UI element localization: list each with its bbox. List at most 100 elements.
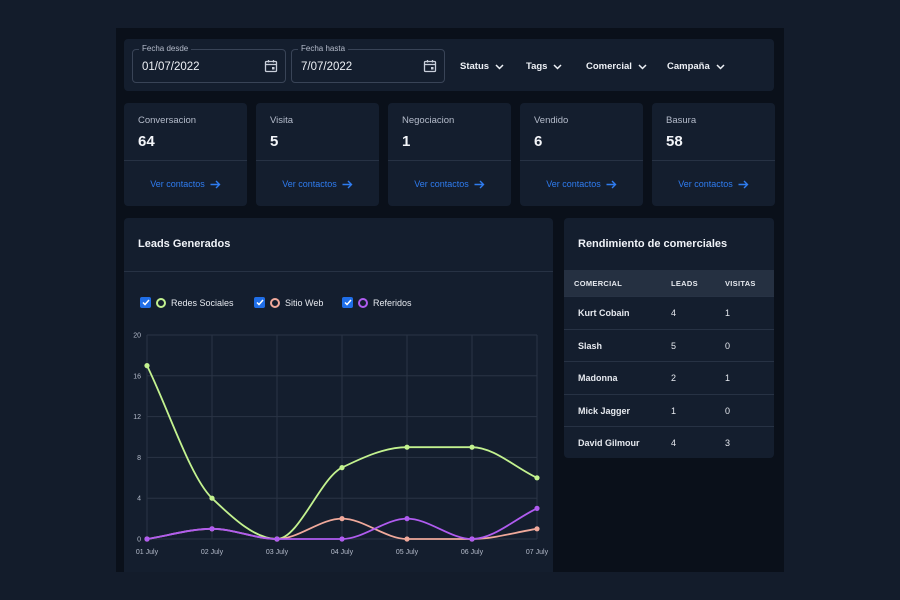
- arrow-right-icon: [606, 180, 617, 188]
- status-dropdown-label: Status: [460, 61, 490, 72]
- checkbox[interactable]: [342, 297, 353, 308]
- arrow-right-icon: [210, 180, 221, 188]
- ver-contactos-link[interactable]: Ver contactos: [520, 179, 643, 189]
- stat-card-negociacion: Negociacion 1 Ver contactos: [388, 103, 511, 206]
- stat-label: Visita: [270, 115, 294, 126]
- data-point-redes-sociales: [534, 475, 540, 481]
- fecha-hasta-field[interactable]: Fecha hasta 7/07/2022: [291, 43, 445, 83]
- leads-generados-panel: Leads Generados Redes Sociales Sitio Web…: [124, 218, 553, 572]
- divider: [124, 271, 553, 272]
- stat-card-vendido: Vendido 6 Ver contactos: [520, 103, 643, 206]
- table-row: Mick Jagger 1 0: [564, 393, 774, 427]
- comercial-visitas: 1: [725, 308, 731, 318]
- stat-label: Basura: [666, 115, 697, 126]
- table-row: Kurt Cobain 4 1: [564, 296, 774, 329]
- comercial-leads: 2: [671, 373, 677, 384]
- check-icon: [343, 299, 352, 306]
- divider: [520, 160, 643, 161]
- chevron-down-icon: [716, 63, 725, 70]
- comercial-leads: 4: [671, 308, 677, 318]
- legend-dot: [270, 297, 280, 308]
- stat-label: Vendido: [534, 115, 569, 126]
- data-point-sitio-web: [534, 526, 540, 532]
- x-tick-label: 04 July: [331, 549, 354, 556]
- x-tick-label: 01 July: [136, 549, 159, 556]
- checkbox[interactable]: [254, 297, 265, 308]
- ver-contactos-link[interactable]: Ver contactos: [652, 179, 775, 189]
- data-point-referidos: [339, 536, 345, 542]
- comercial-name: David Gilmour: [578, 438, 640, 449]
- fecha-hasta-label: Fecha hasta: [298, 43, 349, 55]
- divider: [256, 160, 379, 161]
- stat-value: 1: [402, 133, 411, 150]
- arrow-right-icon: [342, 180, 353, 188]
- chevron-down-icon: [553, 63, 562, 70]
- stat-value: 6: [534, 133, 543, 150]
- stat-card-visita: Visita 5 Ver contactos: [256, 103, 379, 206]
- comercial-name: Slash: [578, 340, 603, 351]
- ver-contactos-link[interactable]: Ver contactos: [256, 179, 379, 189]
- arrow-right-icon: [474, 180, 485, 188]
- campana-dropdown-label: Campaña: [667, 61, 710, 72]
- comercial-visitas: 0: [725, 405, 731, 416]
- comercial-name: Mick Jagger: [578, 405, 631, 416]
- comercial-visitas: 0: [725, 340, 731, 351]
- ver-contactos-label: Ver contactos: [282, 179, 337, 189]
- y-tick-label: 8: [137, 455, 141, 462]
- legend-dot: [156, 297, 166, 308]
- arrow-right-icon: [738, 180, 749, 188]
- data-point-redes-sociales: [339, 465, 345, 471]
- x-tick-label: 07 July: [526, 549, 549, 556]
- leads-line-chart: 0 4 8 12 16 20 01 July 02 July 03 July 04 July 05 …: [133, 333, 549, 557]
- data-point-sitio-web: [339, 516, 345, 522]
- column-header-visitas: VISITAS: [725, 279, 756, 288]
- data-point-redes-sociales: [209, 495, 215, 501]
- legend-item-sitio-web[interactable]: Sitio Web: [254, 297, 323, 308]
- campana-dropdown[interactable]: Campaña: [667, 61, 725, 72]
- comercial-leads: 4: [671, 438, 677, 449]
- comercial-dropdown-label: Comercial: [586, 61, 632, 72]
- data-point-redes-sociales: [404, 444, 410, 450]
- y-tick-label: 16: [133, 373, 141, 380]
- stat-label: Conversacion: [138, 115, 197, 126]
- legend-label: Referidos: [373, 297, 412, 308]
- fecha-desde-label: Fecha desde: [139, 43, 192, 55]
- divider: [124, 160, 247, 161]
- data-point-referidos: [144, 536, 150, 542]
- tags-dropdown[interactable]: Tags: [526, 61, 562, 72]
- x-tick-label: 06 July: [461, 549, 484, 556]
- rendimiento-comerciales-panel: Rendimiento de comerciales COMERCIAL LEA…: [564, 218, 774, 458]
- x-tick-label: 03 July: [266, 549, 289, 556]
- table-row: Slash 5 0: [564, 328, 774, 362]
- legend-item-referidos[interactable]: Referidos: [342, 297, 412, 308]
- dashboard: Fecha desde 01/07/2022 Fecha hasta 7/07/…: [116, 28, 784, 572]
- calendar-icon[interactable]: [423, 59, 437, 73]
- divider: [388, 160, 511, 161]
- comercial-dropdown[interactable]: Comercial: [586, 61, 647, 72]
- ver-contactos-link[interactable]: Ver contactos: [388, 179, 511, 189]
- stat-value: 64: [138, 133, 155, 150]
- leads-title: Leads Generados: [138, 238, 231, 250]
- legend-label: Sitio Web: [285, 297, 324, 308]
- fecha-hasta-value: 7/07/2022: [301, 61, 353, 73]
- legend-item-redes-sociales[interactable]: Redes Sociales: [140, 297, 234, 308]
- fecha-desde-value: 01/07/2022: [142, 61, 200, 73]
- comercial-leads: 5: [671, 340, 677, 351]
- chevron-down-icon: [495, 63, 504, 70]
- calendar-icon[interactable]: [264, 59, 278, 73]
- data-point-referidos: [534, 505, 540, 511]
- x-tick-label: 02 July: [201, 549, 224, 556]
- tags-dropdown-label: Tags: [526, 61, 548, 72]
- ver-contactos-link[interactable]: Ver contactos: [124, 179, 247, 189]
- x-tick-label: 05 July: [396, 549, 419, 556]
- stat-card-basura: Basura 58 Ver contactos: [652, 103, 775, 206]
- comercial-name: Kurt Cobain: [578, 308, 630, 318]
- status-dropdown[interactable]: Status: [460, 61, 504, 72]
- divider: [652, 160, 775, 161]
- comercial-visitas: 3: [725, 438, 731, 449]
- fecha-desde-field[interactable]: Fecha desde 01/07/2022: [132, 43, 286, 83]
- checkbox[interactable]: [140, 297, 151, 308]
- table-row: Madonna 2 1: [564, 361, 774, 394]
- ver-contactos-label: Ver contactos: [414, 179, 469, 189]
- data-point-referidos: [274, 536, 280, 542]
